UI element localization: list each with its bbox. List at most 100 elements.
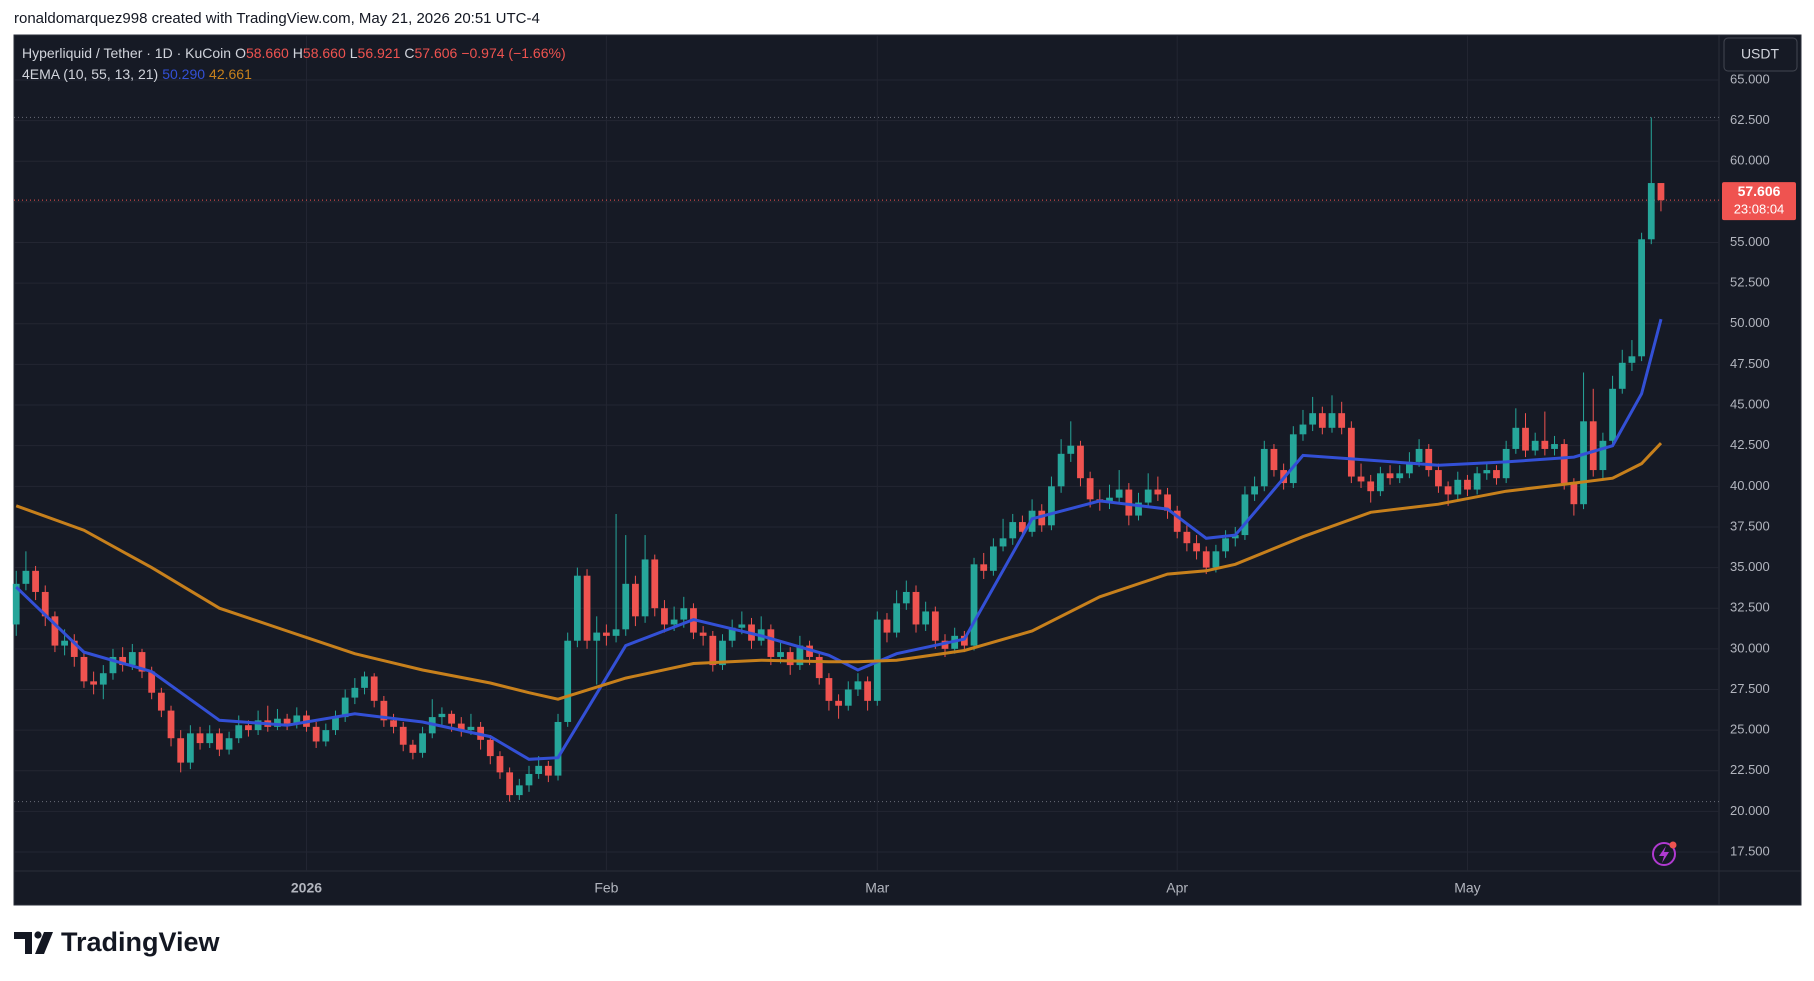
candle-body	[1009, 522, 1017, 539]
candle-body	[1222, 538, 1229, 552]
candle-body	[796, 645, 804, 666]
candle-body	[1425, 448, 1433, 471]
candle-body	[448, 713, 455, 724]
candle-body	[1251, 486, 1258, 495]
alert-bolt[interactable]	[1659, 846, 1669, 863]
indicator: 4EMA (10, 55, 13, 21)	[22, 66, 158, 82]
candle-body	[564, 640, 572, 722]
candle-body	[80, 656, 88, 682]
candle-body	[912, 591, 920, 625]
candle-body	[12, 583, 20, 625]
candle-body	[148, 671, 156, 693]
candle-body	[438, 713, 446, 718]
candle-body	[409, 744, 417, 753]
candle-body	[902, 591, 910, 604]
candle-body	[1164, 494, 1171, 511]
countdown: 23:08:04	[1734, 202, 1785, 217]
candle-body	[1328, 413, 1336, 428]
candle-body	[1019, 522, 1026, 532]
candle-body	[1260, 448, 1268, 487]
candle-body	[825, 678, 833, 701]
y-tick-label: 20.000	[1730, 803, 1770, 818]
candle-body	[1057, 453, 1065, 487]
ohlc-value: 57.606	[414, 45, 457, 61]
alert-ring[interactable]	[1652, 842, 1676, 866]
candle-body	[1106, 497, 1113, 503]
y-tick-label: 22.500	[1730, 762, 1770, 777]
candle-body	[970, 564, 978, 646]
alert-dot[interactable]	[1669, 841, 1677, 849]
y-tick-label: 60.000	[1730, 153, 1770, 168]
candle-body	[583, 575, 591, 641]
symbol-legend: Hyperliquid / Tether · 1D · KuCoin O58.66…	[22, 45, 566, 61]
candle-body	[661, 608, 668, 625]
candle-body	[980, 564, 988, 571]
candle-body	[293, 715, 301, 724]
candle-body	[554, 721, 562, 776]
candle-body	[1338, 413, 1346, 428]
x-tick-label: Feb	[594, 880, 618, 896]
candle-body	[1357, 476, 1365, 482]
candle-body	[1309, 413, 1317, 425]
y-tick-label: 47.500	[1730, 356, 1770, 371]
candle-body	[922, 611, 930, 625]
logo-text: TradingView	[61, 927, 221, 957]
x-tick-label: Mar	[865, 880, 889, 896]
candle-body	[70, 640, 78, 657]
candle-body	[1241, 494, 1249, 536]
candle-body	[854, 681, 862, 690]
candle-body	[1376, 473, 1384, 492]
candle-body	[573, 575, 581, 641]
candle-body	[1560, 444, 1568, 484]
currency-button[interactable]	[1723, 37, 1798, 72]
alert-icon[interactable]	[1652, 841, 1677, 866]
candle-body	[467, 726, 475, 731]
candle-body	[1270, 448, 1278, 471]
candle-body	[119, 656, 127, 666]
chart-panel	[13, 34, 1802, 906]
candle-body	[419, 733, 426, 753]
y-tick-label: 45.000	[1730, 396, 1770, 411]
candle-body	[1231, 535, 1239, 539]
candle-body	[1299, 424, 1307, 435]
candle-body	[999, 538, 1007, 547]
y-tick-label: 50.000	[1730, 315, 1770, 330]
candle-body	[960, 635, 968, 646]
candle-body	[728, 627, 736, 641]
candle-body	[767, 629, 775, 657]
candle-body	[1038, 510, 1046, 526]
candle-body	[1347, 427, 1355, 477]
candle-body	[235, 725, 243, 739]
candle-body	[1193, 543, 1200, 552]
candle-body	[544, 765, 552, 776]
logo-mark	[14, 932, 32, 954]
candle-body	[274, 718, 281, 727]
price-label-box	[1722, 182, 1796, 221]
currency[interactable]: USDT	[1741, 46, 1780, 62]
candle-body	[1589, 421, 1597, 471]
candle-body	[32, 570, 39, 592]
candle-body	[496, 756, 504, 773]
price-label: 57.606	[1738, 183, 1781, 199]
candle-body	[457, 723, 465, 731]
candle-body	[1173, 510, 1181, 532]
y-tick-label: 42.500	[1730, 437, 1770, 452]
candle-body	[1618, 362, 1626, 389]
plot	[12, 117, 1665, 802]
y-tick-label: 65.000	[1730, 71, 1770, 86]
candle-body	[931, 611, 939, 641]
candle-body	[177, 738, 185, 763]
candle-body	[1415, 448, 1423, 462]
candle-body	[883, 619, 891, 633]
candle-body	[1154, 489, 1162, 495]
candle-body	[1647, 183, 1655, 240]
symbol: Hyperliquid / Tether · 1D · KuCoin	[22, 45, 231, 61]
candle-body	[351, 687, 359, 698]
candle-body	[777, 652, 784, 657]
candle-body	[1386, 473, 1394, 479]
candle-body	[835, 700, 842, 706]
candle-body	[1609, 388, 1616, 441]
candle-body	[515, 785, 523, 796]
candle-body	[1212, 551, 1220, 568]
